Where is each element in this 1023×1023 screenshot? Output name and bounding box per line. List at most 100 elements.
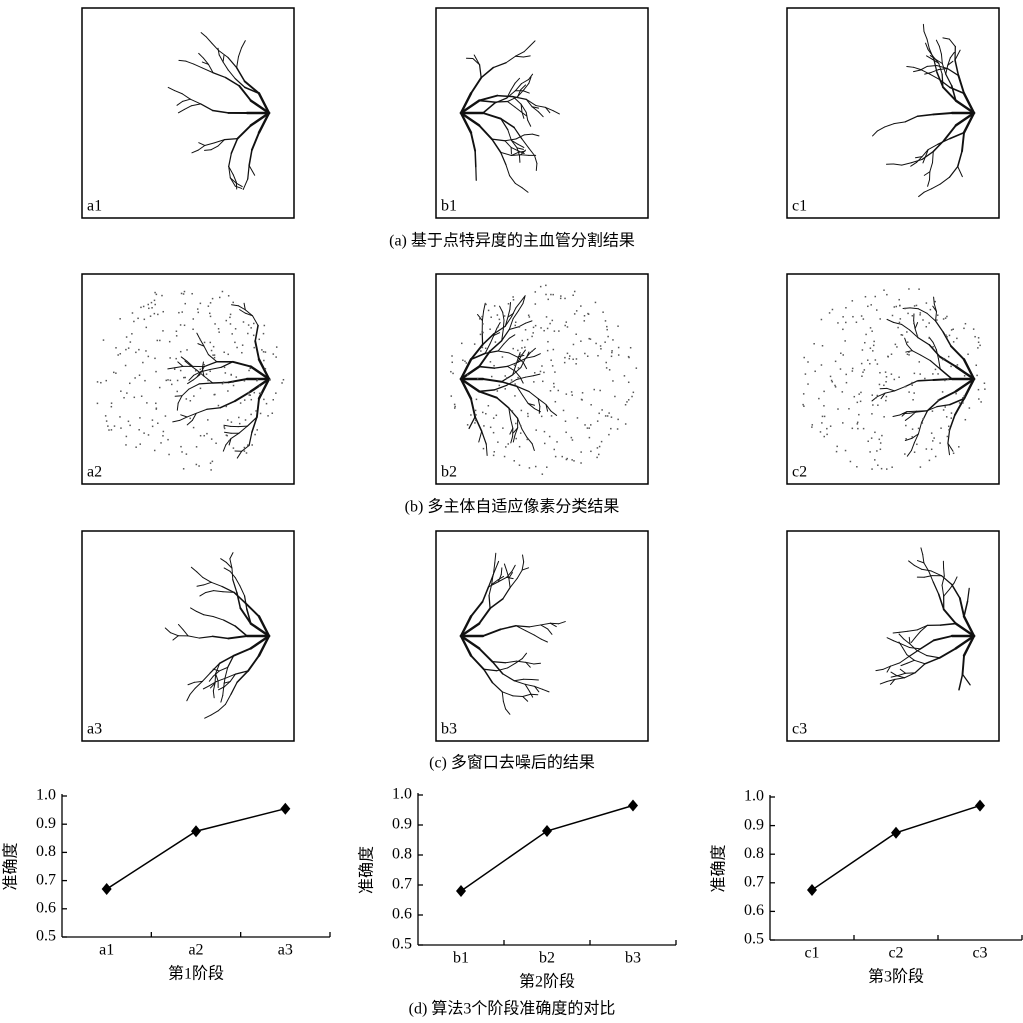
noise <box>155 293 158 296</box>
vessel <box>236 124 252 140</box>
noise <box>224 372 227 374</box>
vessel <box>906 449 912 457</box>
noise <box>884 371 887 373</box>
noise <box>527 314 530 317</box>
noise <box>562 409 565 412</box>
vessel <box>942 37 950 40</box>
vessel-image <box>872 23 976 198</box>
noise <box>627 355 630 358</box>
noise <box>572 358 574 361</box>
noise <box>133 396 136 399</box>
noise <box>565 458 568 461</box>
vessel <box>880 392 886 400</box>
noise <box>492 431 495 434</box>
vessel <box>549 622 557 628</box>
panel-label: a3 <box>87 721 102 738</box>
vessel <box>251 416 258 434</box>
vessel <box>514 183 523 189</box>
noise <box>243 380 246 382</box>
noise <box>874 431 876 434</box>
vessel <box>535 162 538 171</box>
vessel <box>513 678 525 682</box>
vessel <box>884 390 896 394</box>
noise <box>528 316 531 318</box>
noise <box>556 441 558 443</box>
vessel <box>921 150 934 160</box>
noise <box>883 384 885 387</box>
noise <box>856 401 859 404</box>
vessel <box>196 571 204 578</box>
noise <box>977 337 980 339</box>
vessel <box>232 647 252 657</box>
noise <box>225 405 228 408</box>
vessel <box>938 45 942 55</box>
vessel <box>217 139 225 147</box>
vessel <box>177 623 184 631</box>
noise <box>580 340 582 342</box>
noise <box>564 356 566 359</box>
noise <box>135 351 137 354</box>
vessel <box>540 624 549 630</box>
noise <box>259 412 262 415</box>
vessel <box>521 187 529 193</box>
noise <box>258 338 261 341</box>
noise <box>154 291 156 294</box>
vessel <box>890 675 899 678</box>
vessel <box>948 165 959 178</box>
noise <box>915 304 918 307</box>
noise <box>632 391 635 394</box>
noise <box>584 352 586 355</box>
noise <box>858 393 860 395</box>
noise <box>247 332 249 335</box>
noise <box>517 349 519 352</box>
vessel-image <box>450 284 638 475</box>
vessel <box>177 108 185 114</box>
noise <box>885 380 887 383</box>
vessel <box>244 602 260 618</box>
noise <box>568 357 571 360</box>
vessel <box>212 616 225 621</box>
noise <box>913 305 916 307</box>
vessel <box>508 577 511 589</box>
noise <box>607 335 609 338</box>
noise <box>616 428 619 430</box>
y-tick-label: 0.7 <box>744 873 764 890</box>
noise <box>231 333 233 335</box>
noise <box>102 339 105 341</box>
label-bg <box>438 719 462 739</box>
vessel <box>525 320 533 324</box>
noise <box>576 417 579 419</box>
noise <box>504 388 507 390</box>
noise <box>258 392 261 395</box>
noise <box>453 403 456 406</box>
vessel <box>200 32 207 38</box>
noise <box>608 433 610 436</box>
y-tick-label: 0.7 <box>392 876 412 893</box>
vessel <box>920 69 931 75</box>
noise <box>138 374 141 376</box>
vessel <box>516 385 524 397</box>
noise <box>241 344 244 346</box>
vessel <box>506 569 510 579</box>
noise <box>571 459 573 461</box>
noise <box>553 330 556 332</box>
noise <box>604 320 607 322</box>
vessel <box>924 657 941 665</box>
noise <box>226 434 228 437</box>
noise <box>243 450 246 452</box>
vessel <box>220 695 224 703</box>
vessel <box>916 113 935 117</box>
noise <box>212 345 215 348</box>
line <box>811 804 981 891</box>
vessel <box>927 143 939 151</box>
noise <box>526 438 528 441</box>
vessel <box>945 73 953 87</box>
noise <box>493 364 495 367</box>
x-tick-label: c2 <box>888 945 903 962</box>
noise <box>524 346 526 349</box>
vessel <box>890 662 901 667</box>
noise <box>571 394 573 396</box>
noise <box>465 362 468 364</box>
noise <box>845 381 848 384</box>
vessel <box>478 607 492 625</box>
